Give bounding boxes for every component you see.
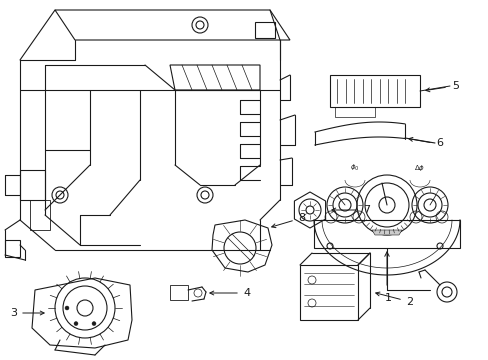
Text: 6: 6 [435, 138, 442, 148]
Circle shape [65, 306, 69, 310]
Text: 7: 7 [362, 205, 369, 215]
Text: 4: 4 [243, 288, 250, 298]
Text: $\phi_0$: $\phi_0$ [349, 163, 359, 173]
Text: 3: 3 [10, 308, 17, 318]
Text: $\Delta\phi$: $\Delta\phi$ [413, 163, 425, 173]
Text: 8: 8 [297, 213, 305, 223]
Text: 2: 2 [405, 297, 412, 307]
Text: 5: 5 [451, 81, 458, 91]
Circle shape [92, 321, 96, 325]
Text: 1: 1 [384, 293, 391, 303]
Polygon shape [371, 230, 401, 235]
Circle shape [74, 321, 78, 325]
